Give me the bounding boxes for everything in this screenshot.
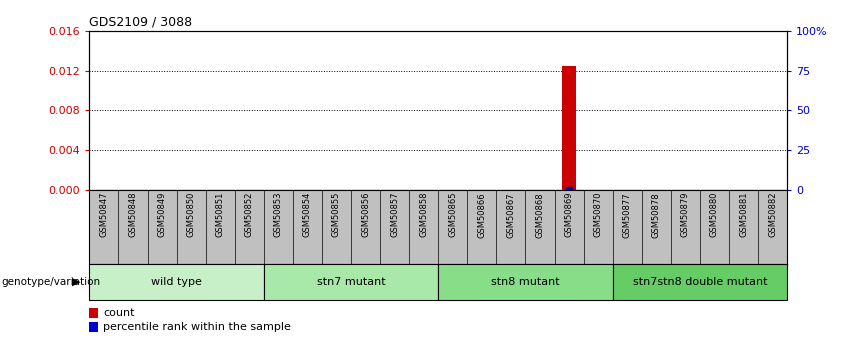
Text: GSM50855: GSM50855 [332, 192, 341, 237]
Bar [89, 308, 98, 317]
Bar [264, 264, 438, 300]
Text: GSM50847: GSM50847 [100, 192, 108, 237]
Text: GSM50868: GSM50868 [535, 192, 545, 238]
Text: GSM50852: GSM50852 [245, 192, 254, 237]
Text: GSM50854: GSM50854 [303, 192, 312, 237]
Text: GSM50866: GSM50866 [477, 192, 487, 238]
Text: GSM50882: GSM50882 [768, 192, 777, 237]
Bar [438, 264, 613, 300]
Text: GSM50879: GSM50879 [681, 192, 690, 237]
Bar [89, 322, 98, 332]
Text: count: count [103, 308, 134, 318]
Text: genotype/variation: genotype/variation [2, 277, 100, 287]
Text: wild type: wild type [151, 277, 202, 287]
Text: GSM50856: GSM50856 [361, 192, 370, 237]
Text: GSM50878: GSM50878 [652, 192, 661, 238]
Text: stn7 mutant: stn7 mutant [317, 277, 386, 287]
Text: GSM50867: GSM50867 [506, 192, 516, 238]
Text: GSM50865: GSM50865 [448, 192, 457, 237]
Text: GSM50848: GSM50848 [129, 192, 138, 237]
Text: stn8 mutant: stn8 mutant [491, 277, 560, 287]
Text: GSM50869: GSM50869 [564, 192, 574, 237]
Text: GSM50851: GSM50851 [215, 192, 225, 237]
Text: GSM50858: GSM50858 [420, 192, 428, 237]
Text: GSM50849: GSM50849 [157, 192, 167, 237]
Bar [613, 264, 787, 300]
Text: GSM50857: GSM50857 [390, 192, 399, 237]
Text: percentile rank within the sample: percentile rank within the sample [103, 322, 291, 332]
Bar [562, 66, 576, 190]
Text: ▶: ▶ [72, 277, 81, 287]
Text: GSM50853: GSM50853 [274, 192, 283, 237]
Text: GSM50877: GSM50877 [623, 192, 631, 238]
Text: GSM50880: GSM50880 [710, 192, 719, 237]
Text: GSM50870: GSM50870 [594, 192, 603, 237]
Text: GDS2109 / 3088: GDS2109 / 3088 [89, 16, 192, 29]
Text: stn7stn8 double mutant: stn7stn8 double mutant [632, 277, 768, 287]
Bar [89, 264, 264, 300]
Text: GSM50850: GSM50850 [186, 192, 196, 237]
Text: GSM50881: GSM50881 [739, 192, 748, 237]
